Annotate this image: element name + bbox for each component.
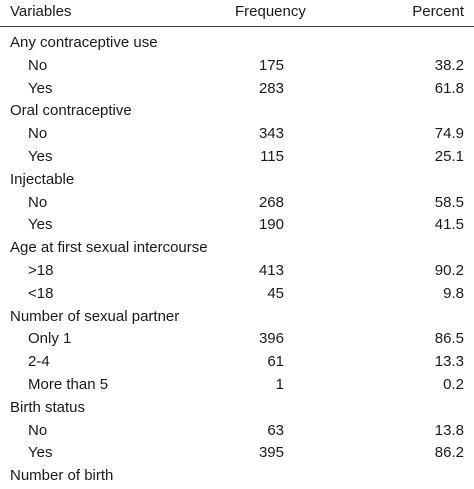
row-label: 2-4 bbox=[28, 353, 50, 371]
row-label: Only 1 bbox=[28, 330, 72, 348]
table-row: Yes 395 86.2 bbox=[0, 444, 474, 466]
header-rule bbox=[0, 26, 474, 27]
frequency-cell: 115 bbox=[260, 148, 284, 165]
row-label: <18 bbox=[28, 284, 54, 302]
row-label: No bbox=[28, 56, 48, 74]
percent-cell: 13.8 bbox=[434, 421, 464, 439]
percent-cell: 13.3 bbox=[434, 353, 464, 371]
table-row: Yes 115 25.1 bbox=[0, 148, 474, 170]
row-label: No bbox=[28, 125, 48, 143]
table-group-row: Number of birth bbox=[0, 467, 474, 489]
group-label: Injectable bbox=[10, 170, 75, 188]
row-label: Yes bbox=[28, 444, 53, 462]
frequency-cell: 343 bbox=[258, 125, 284, 143]
row-label: Yes bbox=[28, 79, 53, 97]
percent-cell: 38.2 bbox=[434, 56, 464, 74]
row-label: Yes bbox=[28, 148, 53, 165]
group-label: Any contraceptive use bbox=[10, 34, 158, 51]
table-row: Only 1 396 86.5 bbox=[0, 330, 474, 352]
percent-cell: 90.2 bbox=[434, 262, 464, 279]
frequency-cell: 395 bbox=[258, 444, 284, 462]
table-row: 2-4 61 13.3 bbox=[0, 353, 474, 375]
table-group-row: Age at first sexual intercourse bbox=[0, 239, 474, 261]
table-row: No 175 38.2 bbox=[0, 57, 474, 79]
table-group-row: Birth status bbox=[0, 399, 474, 421]
header-frequency: Frequency bbox=[235, 3, 306, 20]
percent-cell: 61.8 bbox=[434, 79, 464, 97]
frequency-cell: 413 bbox=[258, 262, 284, 279]
table-row: Yes 190 41.5 bbox=[0, 216, 474, 238]
percent-cell: 74.9 bbox=[434, 125, 464, 143]
table-group-row: Injectable bbox=[0, 171, 474, 193]
table-row: Yes 283 61.8 bbox=[0, 80, 474, 102]
row-label: More than 5 bbox=[28, 376, 109, 393]
group-label: Birth status bbox=[10, 398, 86, 416]
group-label: Number of birth bbox=[10, 467, 114, 485]
percent-cell: 25.1 bbox=[434, 148, 464, 165]
row-label: No bbox=[28, 421, 48, 439]
table-row: <18 45 9.8 bbox=[0, 285, 474, 307]
frequency-cell: 61 bbox=[267, 353, 284, 371]
frequency-cell: 283 bbox=[258, 79, 284, 97]
header-percent: Percent bbox=[412, 3, 464, 20]
percent-cell: 41.5 bbox=[434, 216, 464, 234]
header-variables: Variables bbox=[10, 3, 72, 20]
percent-cell: 9.8 bbox=[443, 284, 464, 302]
row-label: >18 bbox=[28, 262, 54, 279]
group-label: Age at first sexual intercourse bbox=[10, 239, 208, 257]
percent-cell: 58.5 bbox=[434, 193, 464, 211]
table-row: No 63 13.8 bbox=[0, 422, 474, 444]
group-label: Oral contraceptive bbox=[10, 102, 132, 120]
table-header: Variables Frequency Percent bbox=[0, 0, 474, 26]
table-group-row: Oral contraceptive bbox=[0, 102, 474, 124]
group-label: Number of sexual partner bbox=[10, 307, 180, 325]
frequency-cell: 45 bbox=[267, 284, 284, 302]
percent-cell: 86.2 bbox=[434, 444, 464, 462]
table-row: No 343 74.9 bbox=[0, 125, 474, 147]
percent-cell: 86.5 bbox=[434, 330, 464, 348]
table-row: No 268 58.5 bbox=[0, 194, 474, 216]
table-row: >18 413 90.2 bbox=[0, 262, 474, 284]
row-label: No bbox=[28, 193, 48, 211]
frequency-cell: 175 bbox=[258, 56, 284, 74]
percent-cell: 0.2 bbox=[443, 376, 464, 393]
frequency-cell: 190 bbox=[258, 216, 284, 234]
table-group-row: Number of sexual partner bbox=[0, 308, 474, 330]
table-row: More than 5 1 0.2 bbox=[0, 376, 474, 398]
frequency-cell: 1 bbox=[275, 376, 284, 393]
frequency-cell: 268 bbox=[258, 193, 284, 211]
frequency-cell: 396 bbox=[258, 330, 284, 348]
table-group-row: Any contraceptive use bbox=[0, 34, 474, 56]
frequency-cell: 63 bbox=[267, 421, 284, 439]
row-label: Yes bbox=[28, 216, 53, 234]
